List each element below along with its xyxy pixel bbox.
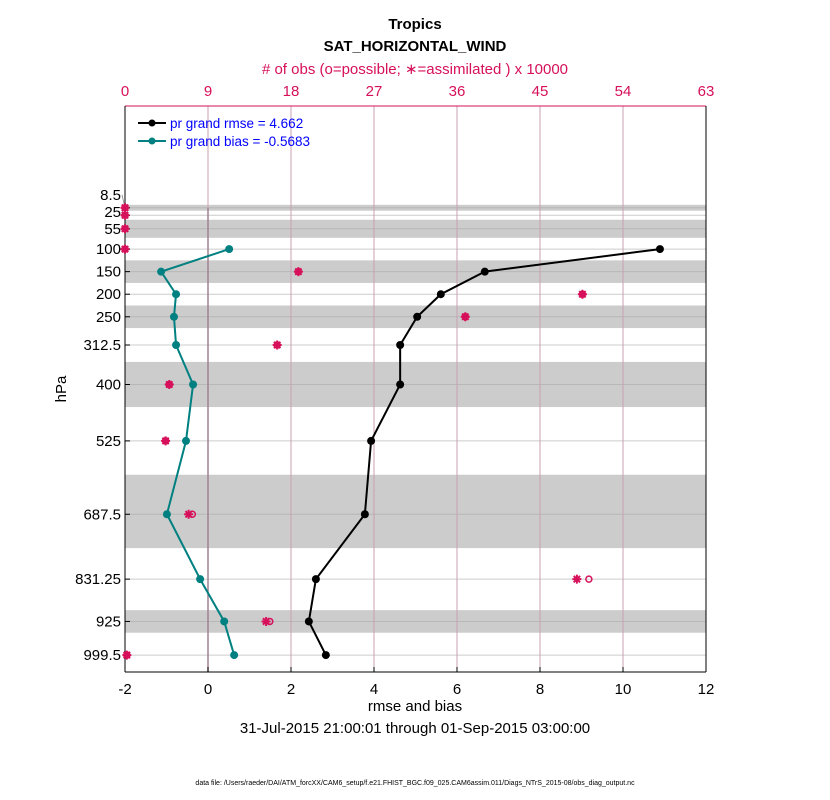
y-tick-label: 687.5 [83, 506, 121, 523]
series-point-0 [321, 651, 330, 660]
series-point-0 [655, 245, 664, 254]
top-x-tick-label: 18 [283, 83, 300, 100]
obs-assimilated-marker [572, 574, 582, 584]
legend-label-0: pr grand rmse = 4.662 [170, 116, 303, 131]
x-tick-label: 12 [698, 681, 715, 698]
obs-assimilated-marker [120, 244, 130, 254]
series-point-0 [304, 617, 313, 626]
chart-subtitle: SAT_HORIZONTAL_WIND [324, 38, 507, 55]
y-tick-label: 150 [96, 264, 121, 281]
series-point-1 [189, 380, 198, 389]
x-tick-label: 10 [615, 681, 632, 698]
series-point-1 [169, 312, 178, 321]
series-point-1 [225, 245, 234, 254]
y-tick-label: 8.5 [100, 187, 121, 204]
obs-assimilated-marker [261, 616, 271, 626]
obs-assimilated-marker [161, 436, 171, 446]
series-point-0 [396, 380, 405, 389]
top-x-tick-label: 36 [449, 83, 466, 100]
series-point-0 [480, 267, 489, 276]
y-axis-label: hPa [53, 375, 70, 402]
x-tick-label: 6 [453, 681, 461, 698]
top-axis-label: # of obs (o=possible; ∗=assimilated ) x … [262, 61, 568, 78]
obs-assimilated-marker [272, 340, 282, 350]
y-tick-label: 925 [96, 613, 121, 630]
x-tick-label: 2 [287, 681, 295, 698]
obs-assimilated-marker [460, 312, 470, 322]
obs-assimilated-marker [577, 289, 587, 299]
obs-assimilated-marker [293, 267, 303, 277]
top-x-tick-label: 54 [615, 83, 632, 100]
series-point-1 [196, 575, 205, 584]
layer-band [125, 474, 706, 549]
obs-assimilated-marker [120, 210, 130, 220]
obs-possible-marker [585, 575, 593, 583]
y-tick-label: 831.25 [75, 571, 121, 588]
y-tick-label: 55 [104, 221, 121, 238]
series-point-0 [413, 312, 422, 321]
legend-label-1: pr grand bias = -0.5683 [170, 134, 310, 149]
y-tick-label: 312.5 [83, 337, 121, 354]
series-point-1 [172, 340, 181, 349]
obs-assimilated-marker [184, 509, 194, 519]
x-tick-label: -2 [118, 681, 131, 698]
y-tick-label: 250 [96, 309, 121, 326]
x-tick-label: 4 [370, 681, 378, 698]
top-x-tick-label: 27 [366, 83, 383, 100]
x-tick-label: 8 [536, 681, 544, 698]
time-range: 31-Jul-2015 21:00:01 through 01-Sep-2015… [240, 720, 590, 737]
series-point-1 [220, 617, 229, 626]
y-tick-label: 400 [96, 376, 121, 393]
top-x-tick-label: 9 [204, 83, 212, 100]
series-point-0 [367, 436, 376, 445]
obs-assimilated-marker [122, 650, 132, 660]
top-x-tick-label: 63 [698, 83, 715, 100]
y-tick-label: 999.5 [83, 647, 121, 664]
y-tick-label: 100 [96, 241, 121, 258]
series-point-1 [230, 651, 239, 660]
series-point-0 [311, 575, 320, 584]
y-tick-label: 525 [96, 433, 121, 450]
y-tick-label: 200 [96, 286, 121, 303]
series-point-0 [396, 340, 405, 349]
series-point-1 [157, 267, 166, 276]
legend-marker-0 [148, 119, 156, 127]
x-axis-label: rmse and bias [368, 698, 462, 715]
legend-marker-1 [148, 137, 156, 145]
series-point-0 [360, 510, 369, 519]
obs-assimilated-marker [164, 379, 174, 389]
obs-assimilated-marker [120, 224, 130, 234]
top-x-tick-label: 45 [532, 83, 549, 100]
obs-assimilated-marker [120, 203, 130, 213]
top-x-tick-label: 0 [121, 83, 129, 100]
series-point-1 [172, 290, 181, 299]
x-tick-label: 0 [204, 681, 212, 698]
series-point-0 [436, 290, 445, 299]
series-point-1 [162, 510, 171, 519]
series-point-1 [182, 436, 191, 445]
y-tick-label: 25 [104, 204, 121, 221]
chart-title: Tropics [388, 16, 441, 33]
data-file-footer: data file: /Users/raeder/DAI/ATM_forcXX/… [195, 780, 635, 787]
